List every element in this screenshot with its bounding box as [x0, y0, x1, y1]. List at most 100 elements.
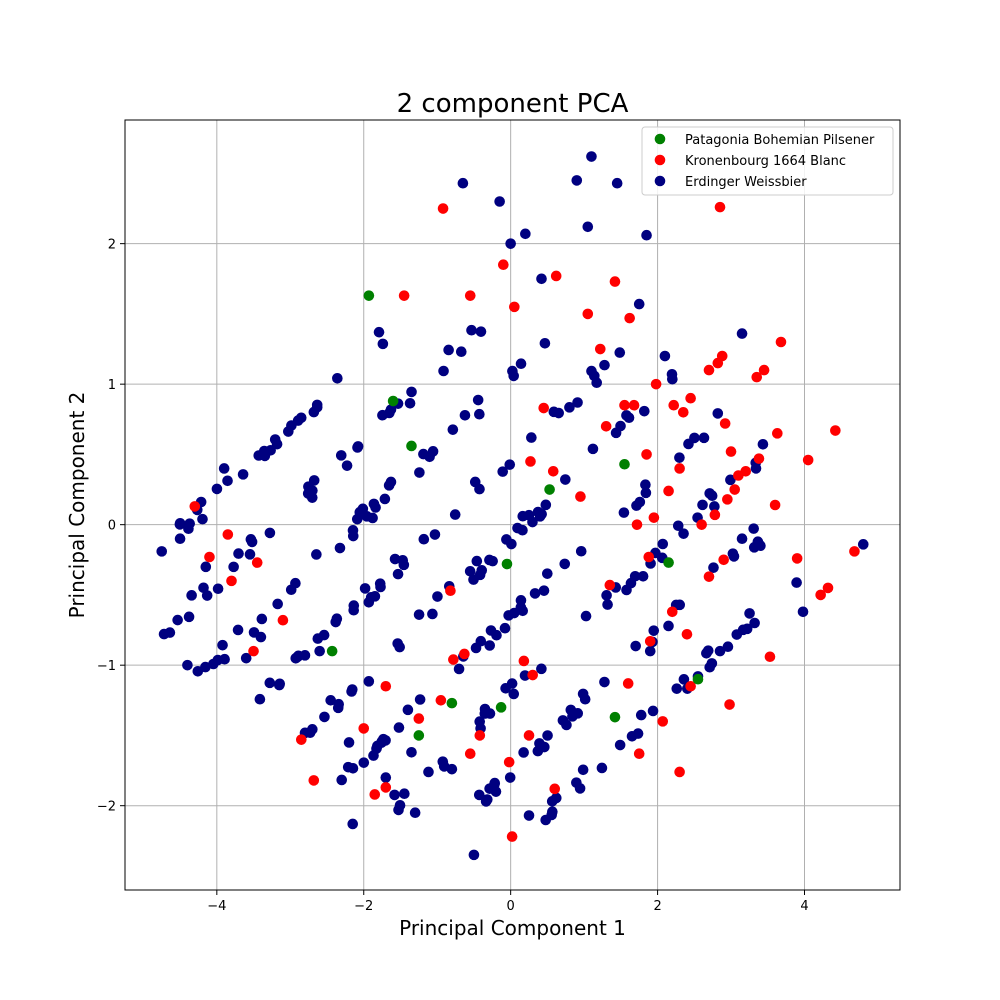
scatter-point	[637, 570, 649, 582]
scatter-point	[393, 804, 404, 816]
scatter-point	[237, 469, 249, 480]
scatter-point	[449, 509, 461, 520]
scatter-point	[341, 460, 353, 471]
scatter-point	[692, 673, 704, 685]
legend-entry: Erdinger Weissbier	[685, 175, 807, 190]
scatter-point	[277, 614, 289, 626]
y-axis-label: Principal Component 2	[65, 392, 89, 619]
scatter-point	[797, 606, 809, 618]
scatter-point	[406, 440, 417, 452]
scatter-point	[736, 328, 748, 339]
scatter-point	[445, 585, 456, 597]
scatter-point	[312, 633, 324, 644]
scatter-point	[174, 533, 186, 545]
scatter-point	[604, 579, 616, 591]
scatter-point	[674, 599, 686, 611]
scatter-point	[643, 551, 655, 563]
scatter-point	[755, 540, 766, 552]
scatter-point	[538, 585, 550, 596]
scatter-point	[174, 517, 186, 529]
scatter-point	[549, 783, 561, 795]
scatter-point	[657, 716, 669, 727]
scatter-point	[822, 582, 834, 594]
scatter-point	[385, 404, 397, 415]
scatter-point	[200, 561, 212, 573]
scatter-point	[505, 238, 516, 249]
scatter-point	[725, 474, 736, 486]
scatter-point	[218, 463, 230, 474]
scatter-point	[283, 426, 294, 437]
scatter-point	[307, 485, 318, 496]
scatter-point	[633, 298, 645, 310]
scatter-point	[529, 588, 541, 599]
scatter-point	[380, 680, 392, 692]
y-tick-label: 2	[108, 238, 116, 253]
scatter-point	[357, 503, 369, 515]
scatter-point	[698, 432, 710, 444]
scatter-point	[689, 432, 700, 444]
scatter-point	[413, 713, 425, 724]
scatter-point	[725, 446, 737, 457]
scatter-point	[736, 533, 748, 545]
scatter-point	[538, 402, 550, 414]
scatter-point	[399, 788, 410, 800]
scatter-point	[663, 557, 674, 568]
scatter-point	[586, 151, 597, 162]
scatter-point	[564, 402, 575, 413]
scatter-point	[459, 648, 470, 660]
scatter-point	[750, 463, 762, 474]
scatter-point	[184, 518, 195, 529]
scatter-point	[402, 704, 414, 716]
scatter-point	[447, 424, 459, 435]
scatter-point	[681, 628, 693, 640]
scatter-point	[453, 663, 465, 675]
scatter-point	[757, 438, 769, 450]
scatter-point	[602, 599, 613, 610]
scatter-point	[559, 558, 571, 570]
scatter-point	[264, 677, 276, 689]
scatter-point	[582, 221, 594, 233]
legend-entry: Patagonia Bohemian Pilsener	[685, 133, 875, 148]
scatter-point	[489, 777, 501, 789]
scatter-point	[414, 694, 426, 705]
scatter-point	[744, 608, 755, 619]
scatter-point	[473, 789, 485, 801]
scatter-point	[186, 590, 197, 601]
scatter-point	[480, 796, 492, 807]
scatter-point	[791, 577, 802, 588]
scatter-point	[172, 614, 183, 626]
scatter-point	[714, 645, 726, 657]
y-tick-label: −2	[97, 800, 116, 815]
scatter-point	[574, 783, 586, 794]
scatter-point	[507, 365, 518, 377]
scatter-point	[666, 606, 678, 618]
scatter-point	[639, 405, 650, 417]
scatter-point	[618, 507, 630, 518]
scatter-point	[348, 600, 360, 611]
scatter-point	[775, 336, 787, 348]
scatter-point	[336, 774, 348, 786]
scatter-point	[343, 737, 355, 748]
scatter-point	[484, 640, 496, 651]
scatter-point	[372, 740, 383, 752]
scatter-point	[311, 399, 323, 411]
scatter-point	[334, 542, 346, 554]
scatter-point	[640, 479, 651, 491]
scatter-point	[659, 350, 671, 362]
scatter-point	[749, 617, 760, 629]
scatter-point	[632, 728, 644, 739]
scatter-point	[424, 451, 435, 463]
scatter-point	[624, 312, 635, 324]
scatter-point	[560, 474, 571, 485]
scatter-point	[722, 641, 734, 653]
scatter-point	[380, 772, 392, 783]
scatter-point	[256, 613, 268, 625]
scatter-point	[393, 722, 405, 733]
scatter-point	[544, 484, 555, 495]
scatter-point	[704, 661, 716, 673]
scatter-point	[719, 418, 731, 429]
scatter-point	[226, 575, 237, 587]
scatter-point	[575, 545, 587, 557]
scatter-point	[857, 539, 869, 550]
scatter-point	[701, 648, 712, 659]
